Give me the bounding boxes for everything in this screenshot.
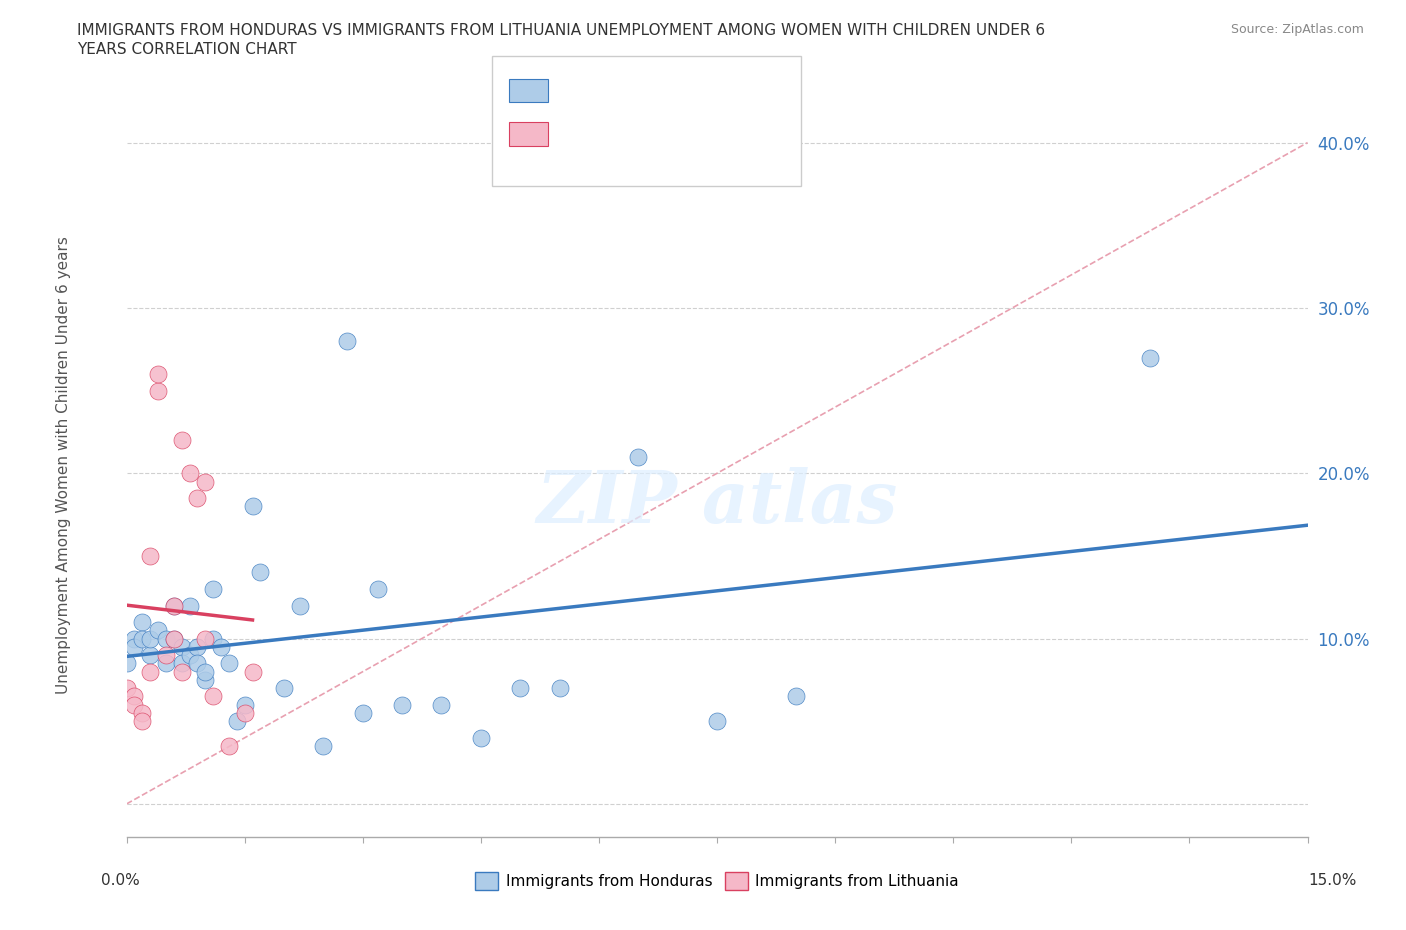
Point: [170, 656, 193, 671]
Point: [336, 334, 359, 349]
Point: [186, 491, 208, 506]
Point: [225, 714, 247, 729]
Point: [242, 498, 264, 513]
Point: [170, 664, 193, 679]
Point: [163, 631, 186, 646]
Point: [124, 640, 146, 655]
Point: [209, 640, 232, 655]
Point: [218, 738, 240, 753]
Point: [146, 366, 169, 381]
Point: [131, 706, 153, 721]
Point: [170, 640, 193, 655]
Point: [179, 647, 201, 662]
Point: [170, 432, 193, 447]
Point: [194, 631, 217, 646]
Point: [202, 631, 225, 646]
Point: [179, 466, 201, 481]
Point: [163, 631, 186, 646]
Point: [233, 698, 256, 712]
Point: [194, 474, 217, 489]
Point: [124, 689, 146, 704]
Point: [785, 689, 807, 704]
Point: [155, 631, 177, 646]
Point: [288, 598, 311, 613]
Point: [115, 656, 138, 671]
Point: [194, 672, 217, 687]
Point: [115, 681, 138, 696]
Point: [139, 647, 162, 662]
Point: [163, 598, 186, 613]
Point: [202, 581, 225, 596]
Text: ZIP atlas: ZIP atlas: [537, 467, 897, 538]
Point: [131, 615, 153, 630]
Point: [391, 698, 413, 712]
Point: [202, 689, 225, 704]
Point: [163, 598, 186, 613]
Point: [242, 664, 264, 679]
Text: Unemployment Among Women with Children Under 6 years: Unemployment Among Women with Children U…: [56, 236, 70, 694]
Point: [186, 656, 208, 671]
Point: [367, 581, 389, 596]
Point: [509, 681, 531, 696]
Point: [139, 664, 162, 679]
Point: [430, 698, 453, 712]
Text: R = 0.498   N = 22: R = 0.498 N = 22: [562, 126, 762, 144]
Point: [1139, 350, 1161, 365]
Point: [131, 714, 153, 729]
Text: 0.0%: 0.0%: [101, 873, 141, 888]
Text: YEARS CORRELATION CHART: YEARS CORRELATION CHART: [77, 42, 297, 57]
Point: [194, 664, 217, 679]
Point: [312, 738, 335, 753]
Point: [249, 565, 271, 580]
Point: [627, 449, 650, 464]
Point: [155, 647, 177, 662]
Text: IMMIGRANTS FROM HONDURAS VS IMMIGRANTS FROM LITHUANIA UNEMPLOYMENT AMONG WOMEN W: IMMIGRANTS FROM HONDURAS VS IMMIGRANTS F…: [77, 23, 1046, 38]
Point: [273, 681, 295, 696]
Point: [186, 640, 208, 655]
Legend: Immigrants from Honduras, Immigrants from Lithuania: Immigrants from Honduras, Immigrants fro…: [470, 866, 965, 897]
Point: [146, 623, 169, 638]
Text: 15.0%: 15.0%: [1309, 873, 1357, 888]
Point: [139, 631, 162, 646]
Point: [179, 598, 201, 613]
Point: [139, 549, 162, 564]
Point: [470, 730, 492, 745]
Point: [124, 631, 146, 646]
Point: [233, 706, 256, 721]
Point: [131, 631, 153, 646]
Point: [155, 656, 177, 671]
Point: [124, 698, 146, 712]
Point: [352, 706, 374, 721]
Text: Source: ZipAtlas.com: Source: ZipAtlas.com: [1230, 23, 1364, 36]
Point: [146, 383, 169, 398]
Point: [706, 714, 728, 729]
Point: [218, 656, 240, 671]
Text: R = 0.204   N = 43: R = 0.204 N = 43: [562, 82, 762, 100]
Point: [548, 681, 571, 696]
